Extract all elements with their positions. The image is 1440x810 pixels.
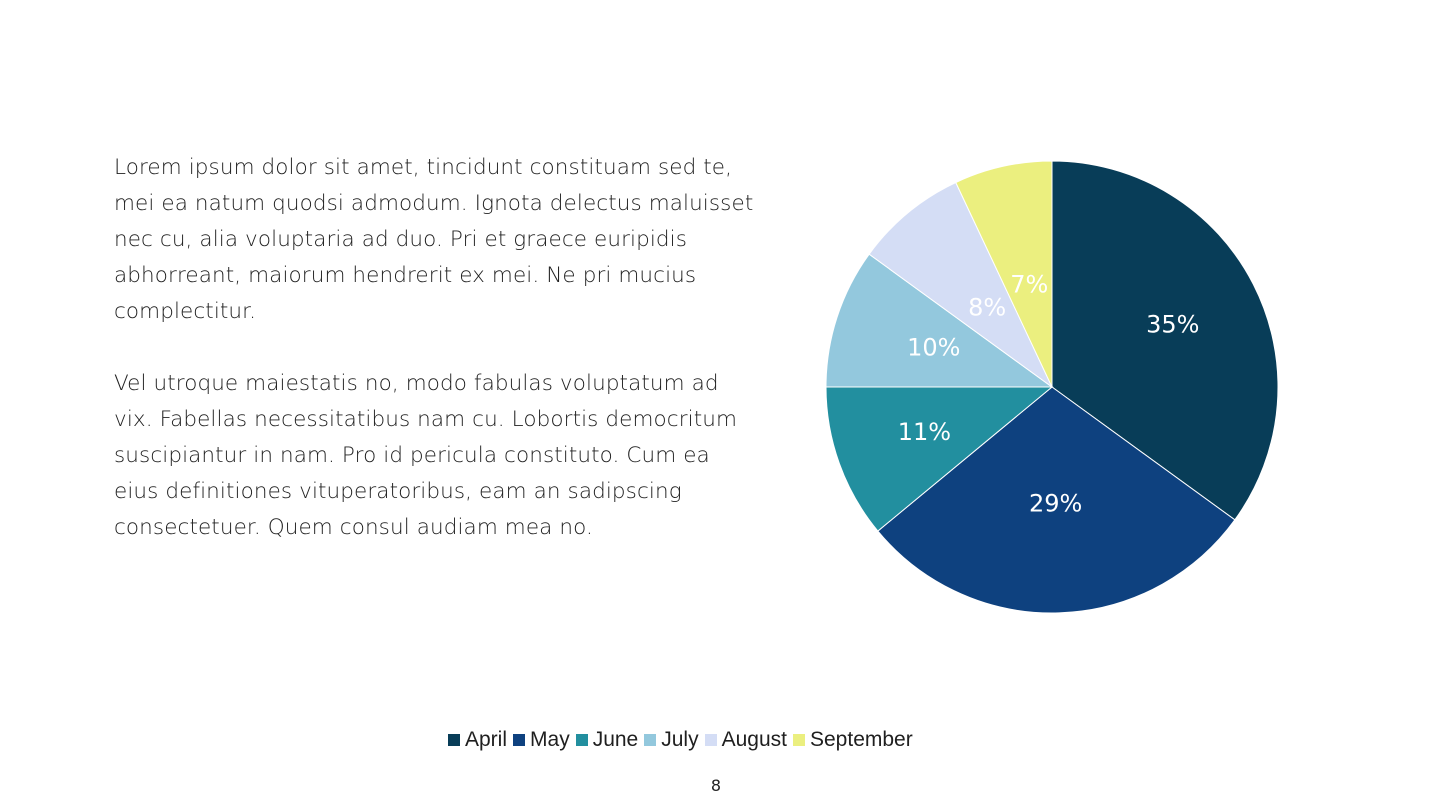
- pie-slice-september: [955, 160, 1053, 388]
- chart-legend: April May June July August September: [448, 728, 919, 752]
- legend-label: September: [810, 728, 913, 751]
- legend-item-august: August: [704, 728, 787, 752]
- pie-slice-may: [877, 386, 1236, 614]
- legend-swatch: [448, 734, 460, 746]
- legend-label: June: [592, 728, 639, 751]
- pie-slice-july: [825, 253, 1054, 388]
- legend-label: July: [661, 728, 699, 751]
- body-text: Lorem ipsum dolor sit amet, tincidunt co…: [114, 150, 754, 546]
- legend-swatch: [704, 734, 717, 746]
- pie-label-september: 7%: [1010, 271, 1048, 299]
- legend-label: August: [721, 728, 787, 751]
- legend-label: April: [465, 728, 508, 751]
- legend-swatch: [513, 734, 526, 746]
- pie-label-may: 29%: [1029, 489, 1082, 517]
- pie-slice-april: [1051, 160, 1279, 521]
- legend-label: May: [530, 728, 570, 751]
- legend-item-september: September: [793, 728, 913, 752]
- pie-label-august: 8%: [968, 294, 1006, 322]
- pie-slice-june: [825, 386, 1054, 532]
- legend-swatch: [575, 734, 588, 746]
- paragraph-1: Lorem ipsum dolor sit amet, tincidunt co…: [114, 155, 754, 324]
- pie-label-july: 10%: [907, 334, 960, 362]
- paragraph-2: Vel utroque maiestatis no, modo fabulas …: [114, 371, 738, 540]
- page-number: 8: [710, 776, 722, 795]
- pie-slice-august: [868, 181, 1053, 388]
- legend-item-june: June: [575, 728, 639, 752]
- legend-item-july: July: [644, 728, 699, 752]
- pie-label-april: 35%: [1146, 310, 1199, 338]
- pie-label-june: 11%: [898, 418, 951, 446]
- legend-item-may: May: [513, 728, 570, 752]
- legend-swatch: [793, 734, 805, 746]
- legend-item-april: April: [448, 728, 507, 752]
- legend-swatch: [644, 734, 657, 746]
